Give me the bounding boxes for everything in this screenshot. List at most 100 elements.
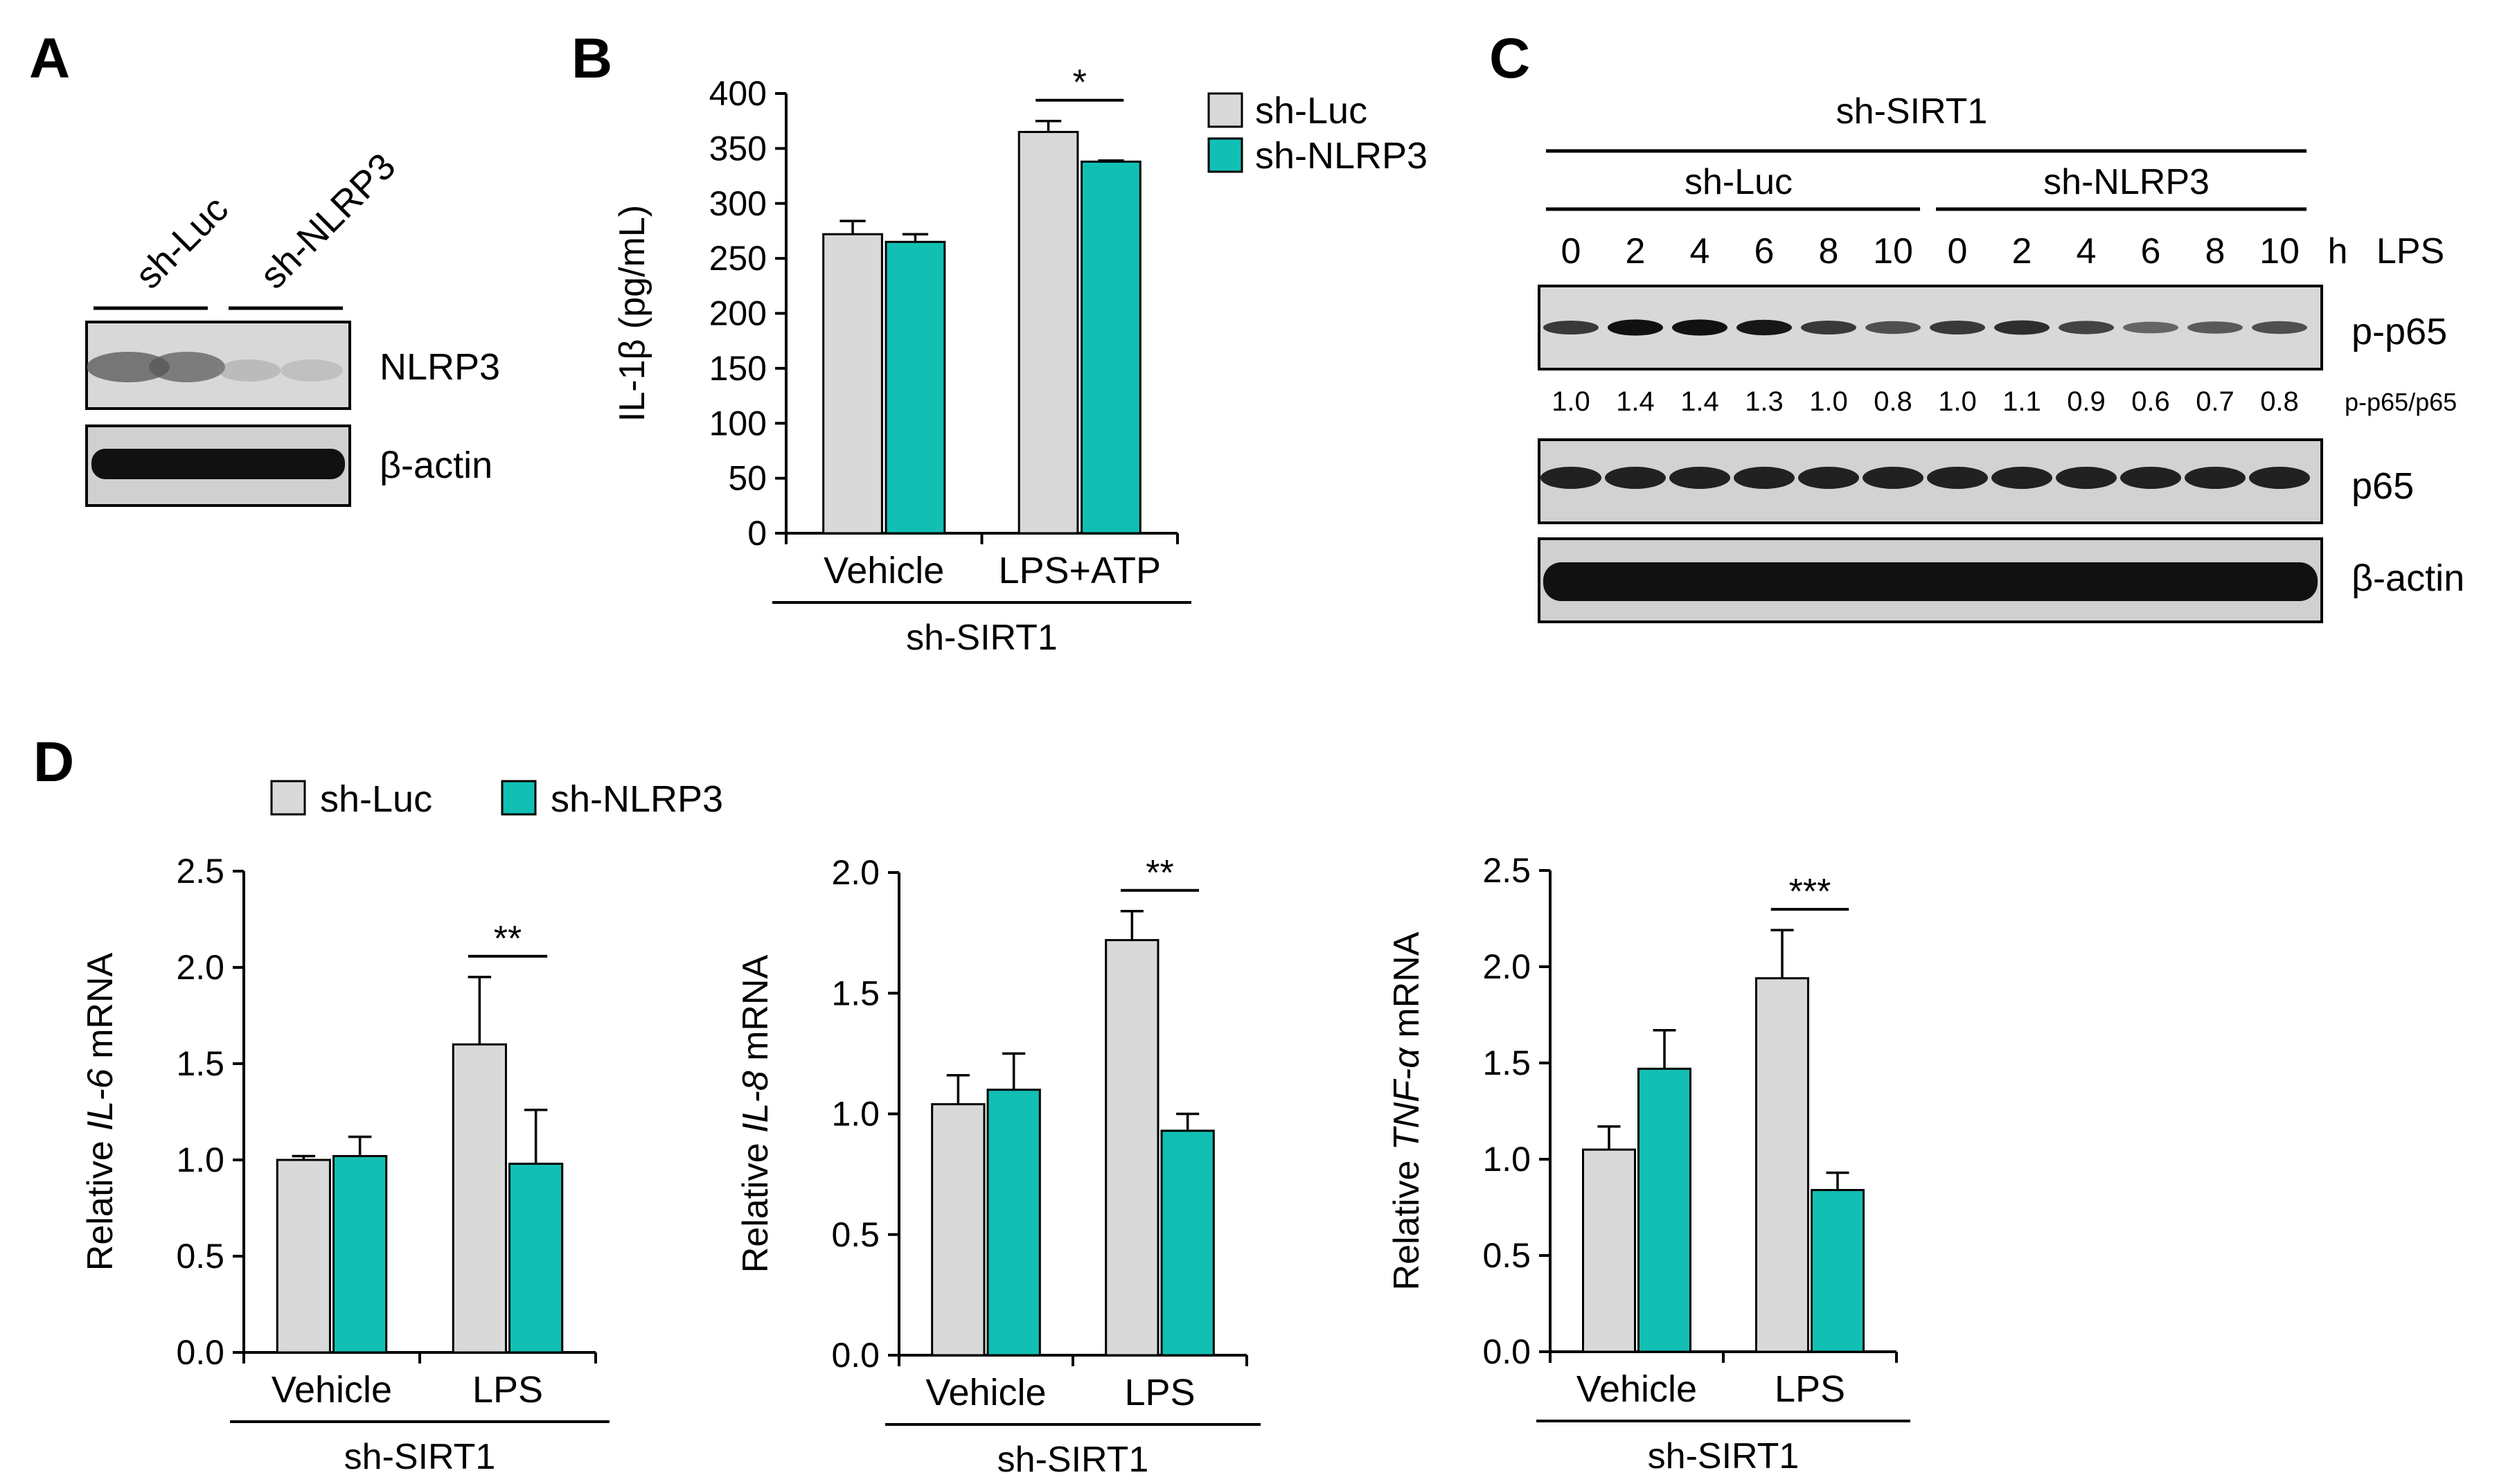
y-axis-title: Relative IL-8 mRNA: [736, 954, 776, 1273]
timepoint-label: 10: [1873, 231, 1913, 271]
p65-bands: [1540, 467, 2310, 489]
blot-label-p65: p65: [2352, 465, 2414, 507]
band: [87, 352, 170, 382]
bar-sh-nlrp3-vehicle: [332, 1154, 388, 1354]
band: [1734, 467, 1795, 489]
category-label: LPS: [472, 1369, 543, 1411]
y-tick-label: 0.0: [176, 1333, 224, 1372]
ratio-value: 1.0: [1809, 386, 1848, 417]
blot-label-nlrp3: NLRP3: [380, 346, 500, 388]
y-tick-label: 0.0: [831, 1336, 880, 1375]
y-tick-label: 400: [709, 74, 767, 113]
significance-label: ***: [1789, 872, 1831, 912]
y-tick-label: 100: [709, 404, 767, 442]
legend-b: sh-Luc sh-NLRP3: [1207, 90, 1428, 177]
legend-swatch-sh-luc: [270, 780, 306, 816]
band: [1863, 467, 1923, 489]
blot-label-beta-actin-a: β-actin: [380, 445, 492, 486]
y-tick-label: 0: [747, 514, 767, 553]
timepoint-label: 6: [2141, 231, 2161, 271]
timepoint-label: 4: [2077, 231, 2097, 271]
legend-label-sh-luc: sh-Luc: [1255, 90, 1367, 132]
bar-sh-luc-lps-atp: [1017, 131, 1079, 535]
ratio-value: 1.4: [1680, 386, 1719, 417]
y-axis-title: Relative IL-6 mRNA: [80, 952, 121, 1271]
bar-sh-nlrp3-lps: [1160, 1129, 1215, 1357]
y-tick-label: 1.5: [831, 974, 880, 1012]
bar-sh-luc-vehicle: [276, 1159, 331, 1354]
band: [2187, 321, 2243, 334]
timepoint-label: 10: [2259, 231, 2300, 271]
category-label: LPS+ATP: [998, 550, 1161, 591]
bar-sh-nlrp3-vehicle: [1637, 1067, 1691, 1353]
band: [1605, 467, 1666, 489]
band: [2056, 467, 2117, 489]
ratio-value: 0.8: [2260, 386, 2299, 417]
p-p65-bands: [1543, 319, 2307, 336]
category-label: Vehicle: [824, 550, 944, 591]
timepoint-label: 2: [2012, 231, 2032, 271]
band: [1865, 321, 1921, 334]
y-tick-label: 1.5: [176, 1044, 224, 1083]
ratio-value: 1.4: [1616, 386, 1655, 417]
legend-label-sh-nlrp3: sh-NLRP3: [551, 778, 723, 820]
ratio-value: 1.3: [1745, 386, 1784, 417]
timepoint-label: 8: [1819, 231, 1839, 271]
group-label-sh-nlrp3: sh-NLRP3: [2043, 162, 2210, 202]
band: [218, 359, 281, 382]
group-label-sh-luc: sh-Luc: [1685, 162, 1793, 202]
band: [1798, 467, 1859, 489]
y-tick-label: 0.5: [831, 1215, 880, 1254]
timepoint-label: 0: [1561, 231, 1581, 271]
bar-sh-nlrp3-vehicle: [986, 1089, 1041, 1357]
band: [1543, 562, 2318, 601]
y-tick-label: 300: [709, 184, 767, 223]
band: [2252, 321, 2307, 334]
panel-d-label: D: [33, 731, 74, 794]
timepoint-label: 4: [1690, 231, 1710, 271]
timepoint-label: 2: [1626, 231, 1646, 271]
y-tick-label: 2.0: [176, 948, 224, 987]
y-tick-label: 2.0: [1482, 947, 1531, 986]
y-tick-label: 1.0: [831, 1095, 880, 1134]
chart-d-il6: 0.0 0.5 1.0 1.5 2.0 2.5 Vehicle LPS ** sh-SIRT1 Re…: [80, 852, 610, 1477]
y-tick-label: 250: [709, 239, 767, 278]
panel-c-label: C: [1489, 27, 1530, 90]
ratio-value: 1.0: [1938, 386, 1977, 417]
group-label: sh-SIRT1: [344, 1437, 496, 1477]
category-label: LPS: [1775, 1368, 1845, 1410]
significance-label: **: [494, 919, 522, 959]
y-tick-label: 1.0: [176, 1141, 224, 1179]
bar-sh-luc-vehicle: [822, 233, 883, 535]
ratio-value: 0.8: [1874, 386, 1912, 417]
y-tick-label: 0.5: [1482, 1236, 1531, 1275]
category-label: Vehicle: [925, 1372, 1046, 1413]
ratio-value: 0.9: [2067, 386, 2106, 417]
band: [281, 359, 343, 382]
y-axis-title: Relative TNF-α mRNA: [1387, 931, 1427, 1290]
bar-sh-nlrp3-vehicle: [885, 240, 946, 535]
band: [1669, 467, 1730, 489]
legend-d: sh-Luc sh-NLRP3: [270, 778, 723, 820]
category-label: Vehicle: [272, 1369, 392, 1411]
blot-label-p-p65: p-p65: [2352, 311, 2447, 352]
band: [91, 449, 345, 479]
group-label: sh-SIRT1: [906, 618, 1058, 658]
ratio-label: p-p65/p65: [2345, 388, 2457, 416]
panel-b-label: B: [571, 27, 612, 90]
bar-sh-nlrp3-lps-atp: [1081, 160, 1141, 535]
band: [2059, 321, 2114, 334]
bar-sh-nlrp3-lps: [508, 1163, 564, 1354]
legend-swatch-sh-nlrp3: [1207, 137, 1243, 173]
panel-a: A sh-Luc sh-NLRP3 NLRP3 β-actin: [29, 27, 500, 507]
band: [1991, 467, 2052, 489]
bar-sh-luc-lps: [1105, 939, 1159, 1357]
band: [149, 352, 225, 382]
ratio-value: 1.1: [2002, 386, 2041, 417]
y-tick-label: 50: [728, 459, 767, 498]
y-tick-label: 350: [709, 129, 767, 168]
panel-c-header: sh-SIRT1: [1836, 91, 1988, 132]
band: [2185, 467, 2246, 489]
bar-sh-luc-lps: [452, 1043, 507, 1354]
y-axis-title: IL-1β (pg/mL): [612, 205, 652, 422]
